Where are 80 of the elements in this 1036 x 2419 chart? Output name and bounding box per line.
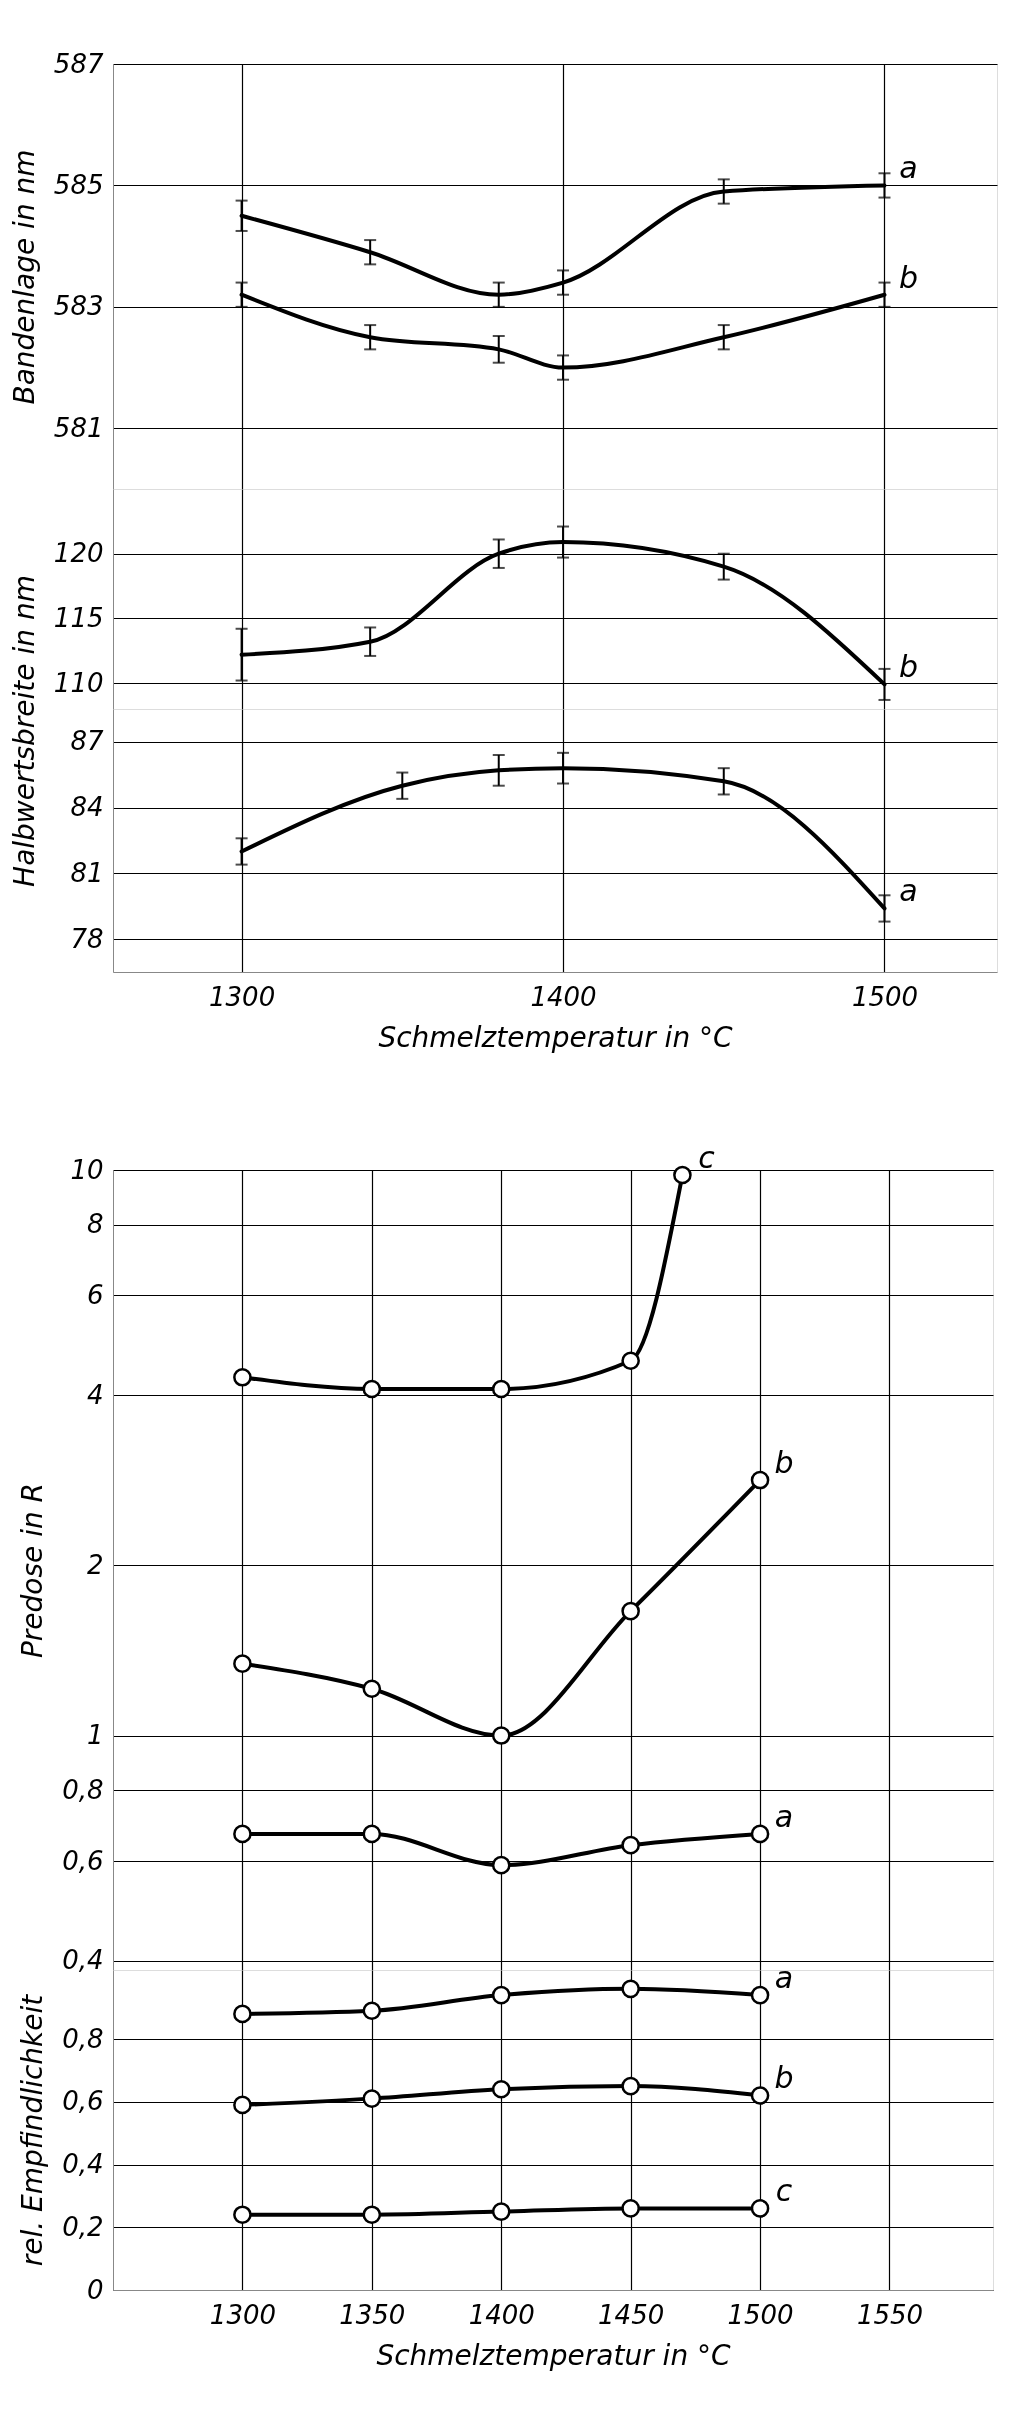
point	[750, 1470, 770, 1490]
y-tick-label: 585	[53, 169, 104, 200]
series-label: a	[899, 150, 918, 186]
point	[491, 2079, 511, 2099]
y-tick-label: 0,8	[62, 2023, 104, 2054]
y-tick-label: 115	[53, 602, 104, 633]
y-tick-label: 6	[86, 1279, 104, 1310]
point	[233, 2004, 252, 2024]
point	[491, 2202, 511, 2221]
y-tick-label: 87	[70, 726, 104, 757]
y-axis-title: rel. Empfindlichkeit	[16, 1993, 50, 2267]
y-axis-title: Halbwertsbreite in nm	[7, 575, 41, 887]
series-label: b	[774, 2060, 794, 2096]
point	[621, 1601, 640, 1621]
point	[233, 1654, 252, 1673]
y-tick-label: 0,6	[62, 1845, 104, 1876]
x-tick-label: 1300	[209, 981, 276, 1012]
point	[362, 1379, 382, 1399]
point	[750, 2086, 770, 2105]
series-label: b	[898, 259, 919, 295]
point	[621, 2076, 640, 2096]
y-axis-title: Predose in R	[16, 1482, 50, 1659]
x-tick-label: 1500	[851, 981, 919, 1012]
y-tick-label: 84	[70, 792, 104, 823]
y-tick-label: 10	[70, 1154, 104, 1185]
point	[491, 1985, 511, 2005]
point	[491, 1379, 511, 1399]
point	[621, 1351, 640, 1371]
y-tick-label: 8	[86, 1209, 104, 1240]
x-axis-title: Schmelztemperatur in °C	[376, 2338, 732, 2372]
x-tick-label: 1400	[530, 981, 597, 1012]
y-tick-label: 0,2	[62, 2211, 104, 2242]
y-tick-label: 0,4	[62, 2149, 104, 2180]
series-label: b	[774, 1445, 794, 1481]
point	[750, 1824, 770, 1844]
point	[362, 2089, 382, 2108]
point	[233, 2205, 252, 2224]
x-axis-title: Schmelztemperatur in °C	[378, 1020, 734, 1054]
point	[362, 2001, 382, 2021]
y-tick-label: 581	[53, 412, 104, 443]
series-label: a	[774, 1798, 794, 1834]
point	[362, 1824, 382, 1844]
y-tick-label: 81	[70, 857, 104, 888]
point	[491, 1726, 511, 1745]
point	[750, 1985, 770, 2005]
series-label: c	[775, 2173, 793, 2209]
y-tick-label: 110	[53, 667, 104, 698]
point	[621, 1979, 640, 1999]
x-tick-label: 1350	[339, 2299, 406, 2330]
x-tick-label: 1500	[727, 2299, 794, 2330]
x-tick-label: 1400	[468, 2299, 535, 2330]
point	[362, 2205, 382, 2224]
series-label: a	[899, 873, 918, 909]
point	[362, 1679, 382, 1699]
y-tick-label: 0,4	[62, 1945, 104, 1976]
point	[673, 1165, 692, 1185]
point	[233, 1824, 252, 1844]
y-axis-title: Bandenlage in nm	[7, 149, 41, 405]
y-tick-label: 587	[53, 48, 104, 79]
point	[491, 1855, 511, 1875]
y-tick-label: 78	[70, 923, 104, 954]
y-tick-label: 583	[53, 291, 104, 322]
point	[621, 1835, 640, 1855]
y-tick-label: 0	[86, 2274, 104, 2305]
y-tick-label: 4	[86, 1379, 104, 1410]
y-tick-label: 0,8	[62, 1774, 104, 1805]
x-tick-label: 1550	[856, 2299, 924, 2330]
y-tick-label: 1	[86, 1720, 104, 1751]
point	[750, 2199, 770, 2218]
series-label: c	[698, 1139, 716, 1175]
y-tick-label: 2	[86, 1549, 104, 1580]
series-label: a	[774, 1960, 794, 1996]
series-label: b	[898, 649, 919, 685]
point	[233, 2095, 252, 2115]
y-tick-label: 0,6	[62, 2086, 104, 2117]
point	[621, 2199, 640, 2218]
point	[233, 1368, 252, 1387]
x-tick-label: 1300	[209, 2299, 276, 2330]
x-tick-label: 1450	[598, 2299, 665, 2330]
y-tick-label: 120	[53, 538, 104, 569]
